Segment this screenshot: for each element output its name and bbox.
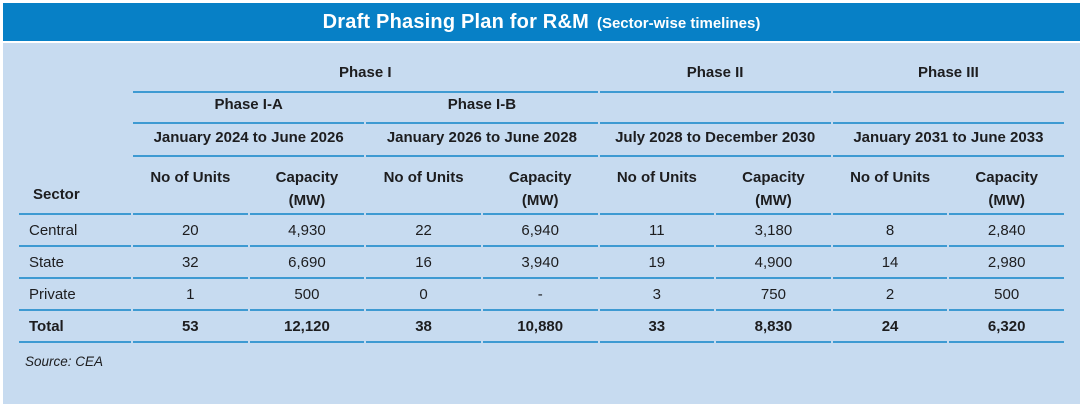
cell-value: 500: [249, 279, 365, 311]
cell-value: 53: [133, 311, 248, 343]
figure-title: Draft Phasing Plan for R&M: [322, 10, 589, 33]
cell-value: 3,180: [716, 215, 831, 247]
cell-value: -: [482, 279, 598, 311]
phasing-plan-table: Sector Phase I Phase II Phase III Phase …: [17, 43, 1066, 343]
phase1b-period: January 2026 to June 2028: [366, 124, 598, 157]
cell-value: 14: [832, 247, 948, 279]
row-label: Central: [19, 215, 131, 247]
cell-value: 1: [133, 279, 248, 311]
cell-value: 2,840: [949, 215, 1064, 247]
phase-header-row: Sector Phase I Phase II Phase III: [19, 43, 1064, 215]
cell-value: 22: [366, 215, 481, 247]
cell-value: 20: [133, 215, 248, 247]
capacity-header-1a: Capacity (MW): [249, 157, 365, 215]
row-label: Private: [19, 279, 131, 311]
cell-value: 8,830: [716, 311, 831, 343]
table-row-central: Central 20 4,930 22 6,940 11 3,180 8 2,8…: [19, 215, 1064, 247]
title-bar: Draft Phasing Plan for R&M (Sector-wise …: [3, 3, 1080, 41]
cell-value: 6,940: [482, 215, 598, 247]
timeline-header-row: January 2024 to June 2026 January 2026 t…: [19, 124, 1064, 157]
subphase-header-row: Phase I-A Phase I-B: [19, 93, 1064, 124]
sector-column-header: Sector: [19, 43, 131, 215]
phase2-period: July 2028 to December 2030: [599, 124, 831, 157]
cell-value: 33: [599, 311, 715, 343]
cell-value: 4,930: [249, 215, 365, 247]
cell-value: 38: [366, 311, 481, 343]
cell-value: 750: [716, 279, 831, 311]
column-header-row: No of Units Capacity (MW) No of Units Cap…: [19, 157, 1064, 215]
cell-value: 11: [599, 215, 715, 247]
phase2-subheader-spacer: [599, 93, 831, 124]
table-row-private: Private 1 500 0 - 3 750 2 500: [19, 279, 1064, 311]
phase3-header: Phase III: [832, 43, 1064, 93]
cell-value: 3,940: [482, 247, 598, 279]
phase3-period: January 2031 to June 2033: [832, 124, 1064, 157]
table-body: Sector Phase I Phase II Phase III Phase …: [3, 43, 1080, 404]
cell-value: 10,880: [482, 311, 598, 343]
cell-value: 2,980: [949, 247, 1064, 279]
cell-value: 32: [133, 247, 248, 279]
capacity-header-1b: Capacity (MW): [482, 157, 598, 215]
row-label: State: [19, 247, 131, 279]
phase1b-header: Phase I-B: [366, 93, 598, 124]
row-label: Total: [19, 311, 131, 343]
cell-value: 19: [599, 247, 715, 279]
units-header-3: No of Units: [832, 157, 948, 215]
cell-value: 500: [949, 279, 1064, 311]
phase1-header: Phase I: [133, 43, 598, 93]
units-header-1b: No of Units: [366, 157, 481, 215]
cell-value: 6,690: [249, 247, 365, 279]
table-row-state: State 32 6,690 16 3,940 19 4,900 14 2,98…: [19, 247, 1064, 279]
cell-value: 3: [599, 279, 715, 311]
capacity-header-2: Capacity (MW): [716, 157, 831, 215]
source-note: Source: CEA: [25, 354, 104, 369]
cell-value: 0: [366, 279, 481, 311]
cell-value: 8: [832, 215, 948, 247]
units-header-2: No of Units: [599, 157, 715, 215]
phase1a-period: January 2024 to June 2026: [133, 124, 365, 157]
capacity-header-3: Capacity (MW): [949, 157, 1064, 215]
cell-value: 2: [832, 279, 948, 311]
cell-value: 16: [366, 247, 481, 279]
cell-value: 4,900: [716, 247, 831, 279]
figure-subtitle: (Sector-wise timelines): [596, 14, 761, 32]
phase1a-header: Phase I-A: [133, 93, 365, 124]
table-row-total: Total 53 12,120 38 10,880 33 8,830 24 6,…: [19, 311, 1064, 343]
cell-value: 24: [832, 311, 948, 343]
phase2-header: Phase II: [599, 43, 831, 93]
units-header-1a: No of Units: [133, 157, 248, 215]
phase3-subheader-spacer: [832, 93, 1064, 124]
cell-value: 6,320: [949, 311, 1064, 343]
cell-value: 12,120: [249, 311, 365, 343]
